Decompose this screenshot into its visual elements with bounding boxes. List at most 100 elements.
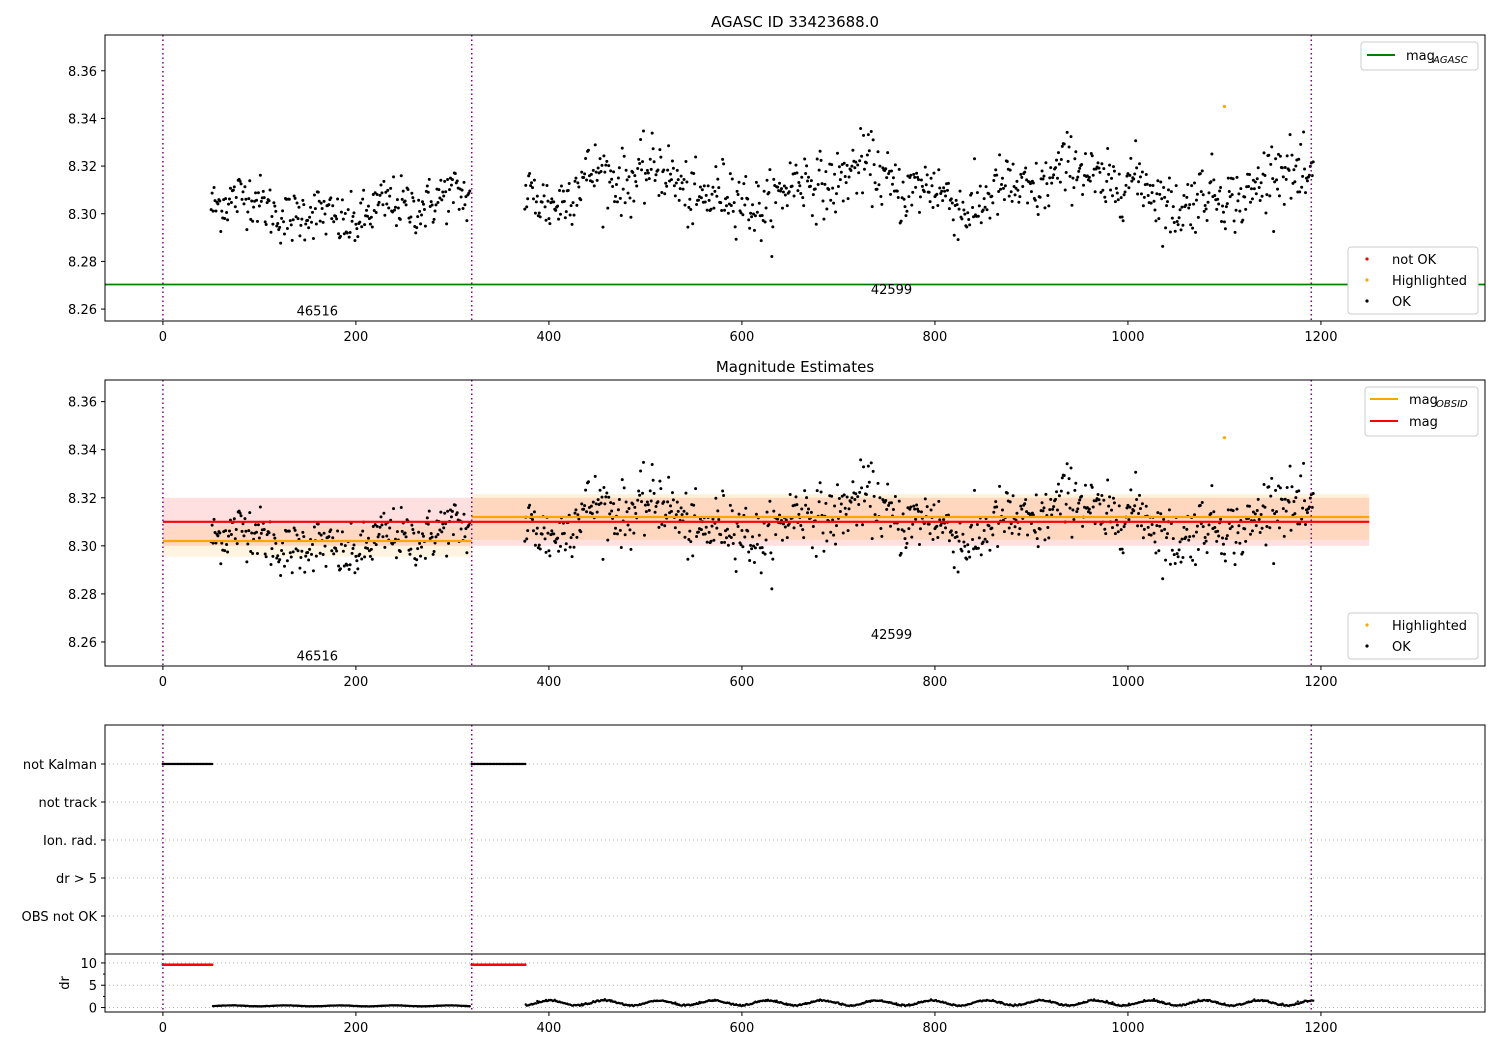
data-point-ok bbox=[957, 539, 961, 543]
data-point-ok bbox=[644, 178, 648, 182]
data-point-ok bbox=[759, 239, 763, 243]
data-point-ok bbox=[801, 196, 805, 200]
data-point-ok bbox=[303, 570, 307, 574]
data-point-ok bbox=[339, 210, 343, 214]
data-point-ok bbox=[956, 570, 960, 574]
data-point-ok bbox=[317, 199, 321, 203]
data-point-ok bbox=[1302, 130, 1306, 134]
data-point-ok bbox=[924, 183, 928, 187]
data-point-ok bbox=[1087, 175, 1091, 179]
data-point-ok bbox=[524, 183, 528, 187]
data-point-ok bbox=[434, 535, 438, 539]
chart-title: Magnitude Estimates bbox=[716, 358, 874, 376]
data-point-ok bbox=[702, 184, 706, 188]
data-point-ok bbox=[607, 495, 611, 499]
data-point-ok bbox=[905, 541, 909, 545]
data-point-ok bbox=[1253, 512, 1257, 516]
data-point-ok bbox=[439, 178, 443, 182]
data-point-ok bbox=[1169, 190, 1173, 194]
data-point-ok bbox=[1048, 508, 1052, 512]
data-point-ok bbox=[1198, 172, 1202, 176]
data-point-ok bbox=[614, 526, 618, 530]
data-point-ok bbox=[802, 204, 806, 208]
data-point-ok bbox=[649, 167, 653, 171]
data-point-ok bbox=[1269, 494, 1273, 498]
data-point-ok bbox=[282, 232, 286, 236]
data-point-ok bbox=[809, 510, 813, 514]
data-point-ok bbox=[1054, 497, 1058, 501]
data-point-ok bbox=[1069, 135, 1073, 139]
data-point-ok bbox=[1110, 526, 1114, 530]
data-point-ok bbox=[657, 193, 661, 197]
data-point-highlighted bbox=[1222, 104, 1227, 109]
dr-point bbox=[1152, 997, 1156, 1001]
data-point-ok bbox=[1287, 168, 1291, 172]
data-point-ok bbox=[1156, 511, 1160, 515]
data-point-ok bbox=[794, 495, 798, 499]
data-point-ok bbox=[1074, 481, 1078, 485]
data-point-ok bbox=[1263, 505, 1267, 509]
data-point-ok bbox=[669, 178, 673, 182]
data-point-ok bbox=[431, 552, 435, 556]
data-point-ok bbox=[1121, 551, 1125, 555]
data-point-ok bbox=[757, 533, 761, 537]
data-point-ok bbox=[628, 528, 632, 532]
data-point-ok bbox=[1288, 133, 1292, 137]
data-point-ok bbox=[764, 206, 768, 210]
data-point-ok bbox=[805, 496, 809, 500]
data-point-ok bbox=[873, 513, 877, 517]
data-point-ok bbox=[923, 165, 927, 169]
data-point-ok bbox=[1055, 176, 1059, 180]
data-point-ok bbox=[992, 178, 996, 182]
data-point-ok bbox=[1283, 497, 1287, 501]
agasc-xtick-label: 1000 bbox=[1111, 330, 1144, 345]
data-point-ok bbox=[1288, 464, 1292, 468]
data-point-ok bbox=[423, 224, 427, 228]
data-point-ok bbox=[686, 557, 690, 561]
data-point-ok bbox=[1047, 536, 1051, 540]
data-point-ok bbox=[1171, 205, 1175, 209]
data-point-ok bbox=[537, 543, 541, 547]
data-point-ok bbox=[358, 220, 362, 224]
data-point-ok bbox=[732, 201, 736, 205]
data-point-ok bbox=[932, 171, 936, 175]
data-point-ok bbox=[705, 208, 709, 212]
data-point-ok bbox=[935, 192, 939, 196]
data-point-ok bbox=[930, 184, 934, 188]
data-point-ok bbox=[911, 190, 915, 194]
data-point-ok bbox=[721, 489, 725, 493]
data-point-ok bbox=[534, 532, 538, 536]
data-point-ok bbox=[651, 478, 655, 482]
data-point-ok bbox=[676, 509, 680, 513]
data-point-ok bbox=[1060, 476, 1064, 480]
data-point-ok bbox=[1284, 177, 1288, 181]
data-point-ok bbox=[1155, 192, 1159, 196]
data-point-ok bbox=[726, 211, 730, 215]
data-point-ok bbox=[310, 210, 314, 214]
data-point-ok bbox=[1040, 501, 1044, 505]
data-point-ok bbox=[354, 554, 358, 558]
data-point-ok bbox=[737, 512, 741, 516]
data-point-ok bbox=[1016, 188, 1020, 192]
data-point-ok bbox=[819, 490, 823, 494]
data-point-ok bbox=[468, 189, 472, 193]
data-point-ok bbox=[605, 159, 609, 163]
data-point-ok bbox=[1175, 220, 1179, 224]
data-point-ok bbox=[1007, 526, 1011, 530]
mag-ytick-label: 8.30 bbox=[68, 540, 97, 555]
data-point-ok bbox=[893, 163, 897, 167]
data-point-ok bbox=[463, 535, 467, 539]
data-point-ok bbox=[645, 168, 649, 172]
data-point-ok bbox=[552, 532, 556, 536]
data-point-ok bbox=[870, 205, 874, 209]
data-point-ok bbox=[449, 183, 453, 187]
data-point-ok bbox=[1076, 175, 1080, 179]
mag-xtick-label: 200 bbox=[343, 675, 368, 690]
data-point-ok bbox=[1023, 502, 1027, 506]
data-point-ok bbox=[1163, 195, 1167, 199]
mag-ytick-label: 8.26 bbox=[68, 636, 97, 651]
data-point-ok bbox=[1138, 162, 1142, 166]
data-point-ok bbox=[823, 182, 827, 186]
data-point-ok bbox=[1255, 508, 1259, 512]
data-point-ok bbox=[257, 536, 261, 540]
